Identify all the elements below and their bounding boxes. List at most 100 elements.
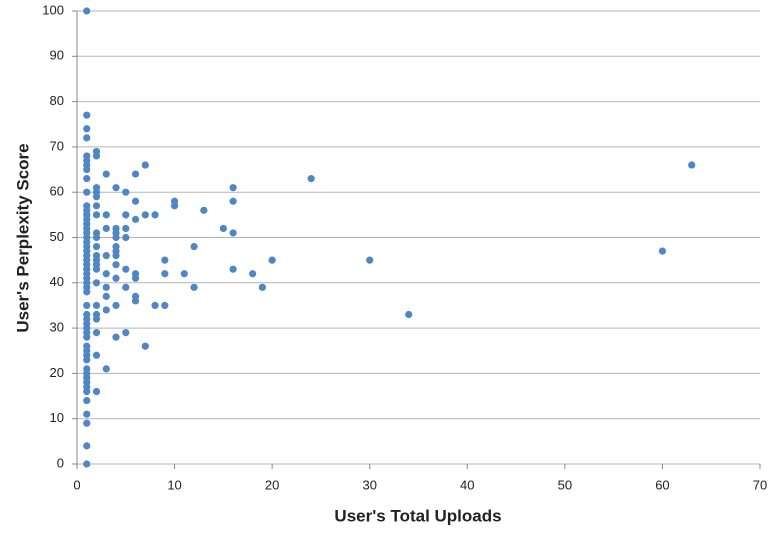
point <box>122 329 130 337</box>
point <box>83 288 91 296</box>
point <box>112 184 120 192</box>
point <box>112 233 120 242</box>
point <box>83 111 91 119</box>
x-tick-label: 70 <box>753 477 767 492</box>
y-tick-label: 90 <box>50 48 64 63</box>
point <box>200 206 208 214</box>
point <box>83 460 91 468</box>
point <box>180 270 188 278</box>
point <box>92 387 101 396</box>
point <box>92 152 101 160</box>
x-axis-title: User's Total Uploads <box>334 506 501 525</box>
point <box>170 202 179 210</box>
y-tick-label: 10 <box>50 410 64 425</box>
point <box>83 7 91 15</box>
y-tick-label: 50 <box>50 229 64 244</box>
point <box>229 197 237 205</box>
point <box>92 315 101 323</box>
point <box>83 125 91 133</box>
point <box>102 252 110 260</box>
point <box>131 215 140 223</box>
x-tick-label: 60 <box>655 477 669 492</box>
point <box>131 170 140 178</box>
point <box>219 224 227 233</box>
point <box>122 211 130 219</box>
point <box>83 301 91 310</box>
point <box>131 274 140 282</box>
point <box>112 274 120 282</box>
point <box>92 279 101 287</box>
point <box>83 387 91 396</box>
point <box>122 265 130 273</box>
point <box>229 229 237 237</box>
point <box>366 256 374 264</box>
point <box>92 242 101 251</box>
point <box>92 202 101 210</box>
point <box>161 301 169 310</box>
point <box>92 329 101 337</box>
point <box>122 233 130 242</box>
point <box>307 175 315 183</box>
x-tick-label: 10 <box>167 477 181 492</box>
point <box>102 170 110 178</box>
y-tick-label: 60 <box>50 184 64 199</box>
point <box>83 442 91 450</box>
point <box>112 252 120 260</box>
x-tick-label: 50 <box>558 477 572 492</box>
point <box>92 211 101 219</box>
point <box>112 333 120 341</box>
point <box>122 188 130 196</box>
point <box>83 333 91 341</box>
point <box>92 193 101 201</box>
y-tick-label: 100 <box>42 2 64 17</box>
x-tick-label: 20 <box>265 477 279 492</box>
point <box>112 261 120 269</box>
x-tick-label: 0 <box>73 477 80 492</box>
point <box>83 134 91 142</box>
point <box>122 283 130 291</box>
point <box>102 365 110 373</box>
point <box>102 283 110 291</box>
x-tick-label: 40 <box>460 477 474 492</box>
point <box>92 265 101 273</box>
point <box>229 184 237 192</box>
point <box>102 292 110 300</box>
point <box>268 256 276 264</box>
point <box>141 161 149 169</box>
point <box>83 356 91 364</box>
point <box>102 224 110 233</box>
point <box>249 270 257 278</box>
point <box>688 161 696 169</box>
y-axis-title: User's Perplexity Score <box>13 143 32 332</box>
point <box>112 301 120 310</box>
y-tick-label: 40 <box>50 274 64 289</box>
point <box>83 396 91 405</box>
point <box>258 283 266 291</box>
point <box>92 351 101 359</box>
point <box>83 410 91 418</box>
point <box>190 283 198 291</box>
y-tick-label: 0 <box>57 455 64 470</box>
point <box>83 188 91 196</box>
point <box>405 310 413 319</box>
point <box>151 301 159 310</box>
point <box>102 306 110 314</box>
point <box>141 342 149 350</box>
point <box>161 270 169 278</box>
point <box>83 165 91 174</box>
point <box>658 247 667 255</box>
point <box>131 197 140 205</box>
x-tick-label: 30 <box>362 477 376 492</box>
point <box>190 242 198 251</box>
point <box>151 211 159 219</box>
point <box>229 265 237 273</box>
y-tick-label: 70 <box>50 138 64 153</box>
point <box>92 233 101 242</box>
point <box>161 256 169 264</box>
point <box>83 419 91 427</box>
y-tick-label: 20 <box>50 365 64 380</box>
point <box>141 211 149 219</box>
point <box>102 211 110 219</box>
point <box>83 175 91 183</box>
